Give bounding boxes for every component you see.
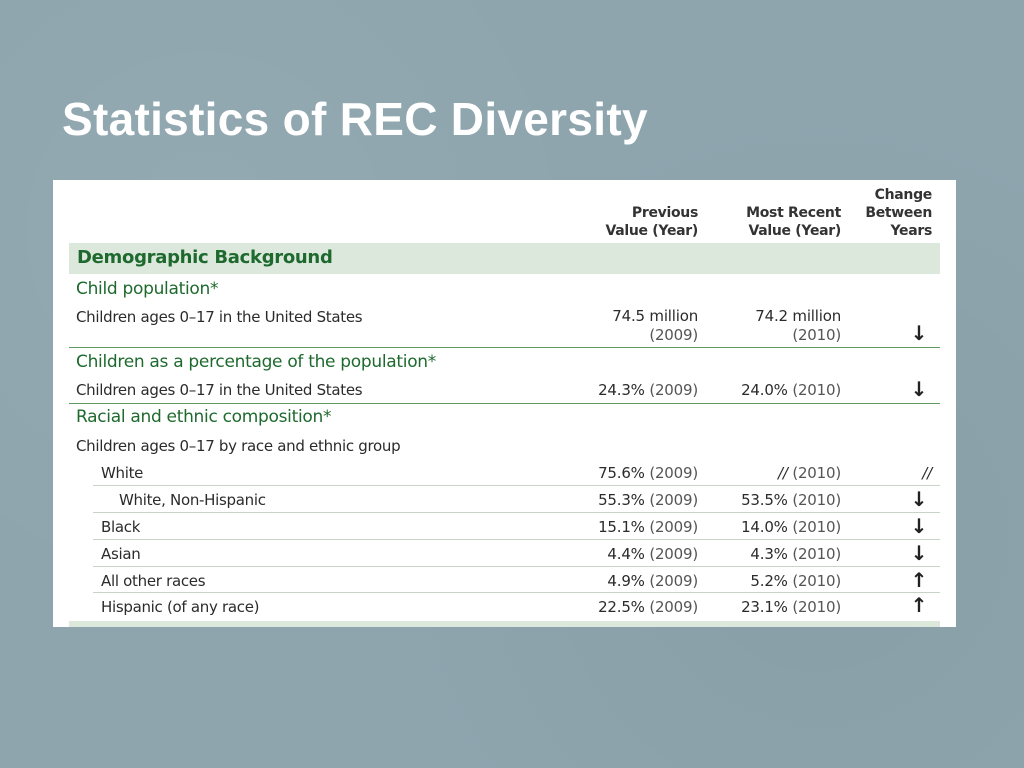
recent-value: 24.0% xyxy=(741,381,788,399)
row-divider xyxy=(93,539,940,540)
change-arrow-down-icon: ↓ xyxy=(910,321,928,345)
column-header-change-line3: Years xyxy=(890,223,932,239)
change-not-available: // xyxy=(922,464,932,482)
statistics-table: Previous Value (Year) Most Recent Value … xyxy=(53,180,956,627)
previous-value-cell: 74.5 million (2009) xyxy=(612,307,698,345)
section-title-racial-composition: Racial and ethnic composition* xyxy=(76,407,332,427)
previous-value: 15.1% xyxy=(598,518,645,536)
recent-value-cell: 4.3% (2010) xyxy=(750,545,841,563)
column-header-recent: Most Recent Value (Year) xyxy=(746,204,841,240)
previous-value-cell: 4.4% (2009) xyxy=(607,545,698,563)
column-header-change-line2: Between xyxy=(865,205,932,221)
change-arrow-down-icon: ↓ xyxy=(910,541,928,565)
row-divider xyxy=(93,485,940,486)
previous-value: 74.5 million xyxy=(612,307,698,325)
recent-year: (2010) xyxy=(792,326,841,344)
previous-value: 22.5% xyxy=(598,598,645,616)
previous-year: (2009) xyxy=(649,545,698,563)
recent-value-cell: // (2010) xyxy=(778,464,841,482)
section-divider xyxy=(69,347,940,348)
recent-year: (2010) xyxy=(792,491,841,509)
previous-year: (2009) xyxy=(649,518,698,536)
recent-value-cell: 23.1% (2010) xyxy=(741,598,841,616)
previous-value: 55.3% xyxy=(598,491,645,509)
section-title-children-percentage: Children as a percentage of the populati… xyxy=(76,352,436,372)
recent-value: // xyxy=(778,464,788,482)
row-divider xyxy=(93,512,940,513)
row-label-all-other-races: All other races xyxy=(101,572,206,590)
recent-value-cell: 14.0% (2010) xyxy=(741,518,841,536)
previous-value-cell: 22.5% (2009) xyxy=(598,598,698,616)
recent-year: (2010) xyxy=(792,545,841,563)
previous-year: (2009) xyxy=(649,464,698,482)
previous-year: (2009) xyxy=(649,598,698,616)
recent-value-cell: 24.0% (2010) xyxy=(741,381,841,399)
row-label-black: Black xyxy=(101,518,141,536)
recent-value-cell: 53.5% (2010) xyxy=(741,491,841,509)
column-header-change-line1: Change xyxy=(874,187,933,203)
section-title-child-population: Child population* xyxy=(76,279,219,299)
change-arrow-up-icon: ↑ xyxy=(910,593,928,617)
row-label: Children ages 0–17 in the United States xyxy=(76,381,363,399)
previous-value: 75.6% xyxy=(598,464,645,482)
previous-value-cell: 15.1% (2009) xyxy=(598,518,698,536)
column-header-recent-line2: Value (Year) xyxy=(748,223,841,239)
section-divider xyxy=(69,403,940,404)
recent-value-cell: 74.2 million (2010) xyxy=(755,307,841,345)
row-label: Children ages 0–17 by race and ethnic gr… xyxy=(76,437,401,455)
recent-value: 4.3% xyxy=(750,545,788,563)
column-header-recent-line1: Most Recent xyxy=(746,205,841,221)
previous-year: (2009) xyxy=(649,381,698,399)
band-label: Demographic Background xyxy=(77,247,333,268)
previous-year: (2009) xyxy=(649,572,698,590)
column-header-previous-line1: Previous xyxy=(631,205,698,221)
previous-value-cell: 4.9% (2009) xyxy=(607,572,698,590)
row-label-white-non-hispanic: White, Non-Hispanic xyxy=(119,491,266,509)
recent-year: (2010) xyxy=(792,598,841,616)
recent-value: 23.1% xyxy=(741,598,788,616)
recent-year: (2010) xyxy=(792,381,841,399)
recent-value: 53.5% xyxy=(741,491,788,509)
recent-year: (2010) xyxy=(792,464,841,482)
recent-value: 74.2 million xyxy=(755,307,841,325)
change-arrow-down-icon: ↓ xyxy=(910,514,928,538)
change-arrow-down-icon: ↓ xyxy=(910,377,928,401)
change-arrow-up-icon: ↑ xyxy=(910,568,928,592)
row-label-asian: Asian xyxy=(101,545,141,563)
row-label: Children ages 0–17 in the United States xyxy=(76,308,363,326)
recent-value: 5.2% xyxy=(750,572,788,590)
column-header-previous-line2: Value (Year) xyxy=(605,223,698,239)
change-arrow-down-icon: ↓ xyxy=(910,487,928,511)
column-header-change: Change Between Years xyxy=(865,186,932,240)
previous-value-cell: 75.6% (2009) xyxy=(598,464,698,482)
recent-year: (2010) xyxy=(792,518,841,536)
previous-year: (2009) xyxy=(649,326,698,344)
recent-year: (2010) xyxy=(792,572,841,590)
previous-value-cell: 24.3% (2009) xyxy=(598,381,698,399)
previous-value: 4.4% xyxy=(607,545,645,563)
previous-value: 4.9% xyxy=(607,572,645,590)
table-footer-band xyxy=(69,621,940,627)
row-divider xyxy=(93,592,940,593)
row-label-hispanic: Hispanic (of any race) xyxy=(101,598,260,616)
recent-value: 14.0% xyxy=(741,518,788,536)
previous-value: 24.3% xyxy=(598,381,645,399)
column-header-previous: Previous Value (Year) xyxy=(605,204,698,240)
section-band: Demographic Background xyxy=(69,243,940,274)
previous-value-cell: 55.3% (2009) xyxy=(598,491,698,509)
row-label-white: White xyxy=(101,464,144,482)
recent-value-cell: 5.2% (2010) xyxy=(750,572,841,590)
previous-year: (2009) xyxy=(649,491,698,509)
row-divider xyxy=(93,566,940,567)
slide-title: Statistics of REC Diversity xyxy=(62,93,648,145)
